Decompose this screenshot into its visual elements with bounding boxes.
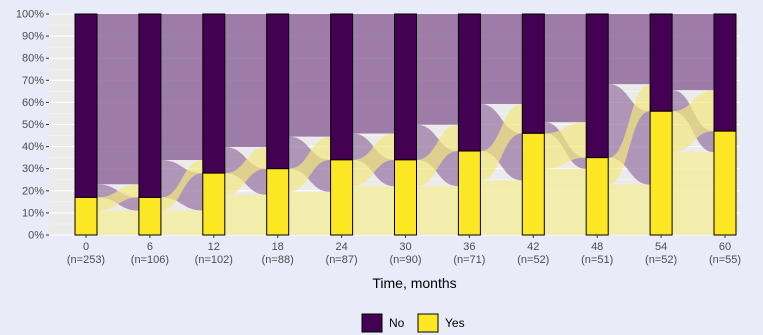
x-tick-label: 0 xyxy=(83,241,89,253)
bar-segment-yes xyxy=(266,168,290,236)
x-tick-label: 18 xyxy=(272,241,284,253)
y-axis-ticks: 0% 10% 20% 30% 40% 50% 60% 70% 80% 90% 100% xyxy=(16,9,49,242)
bar-segment-no xyxy=(585,13,609,159)
bar-segment-yes xyxy=(394,159,417,236)
flow-yes-to-no xyxy=(480,103,523,181)
flow-yes-to-no xyxy=(608,84,651,185)
y-tick-label: 0% xyxy=(28,230,44,242)
flow-yes-to-no xyxy=(544,122,587,169)
bar-layer xyxy=(74,13,737,236)
flow-yes-to-no xyxy=(97,184,139,211)
bar-segment-yes xyxy=(330,159,354,236)
x-tick-count-label: (n=88) xyxy=(262,254,294,266)
flow-no-to-no xyxy=(672,14,714,91)
flow-no-to-no xyxy=(160,14,203,160)
x-tick-count-label: (n=102) xyxy=(195,254,233,266)
y-tick-label: 50% xyxy=(22,119,44,131)
bar-segment-yes xyxy=(585,157,609,236)
x-tick-count-label: (n=87) xyxy=(326,254,358,266)
x-tick-label: 12 xyxy=(208,241,220,253)
flow-yes-to-yes xyxy=(480,180,523,235)
bar-segment-yes xyxy=(713,130,737,236)
x-tick-label: 36 xyxy=(463,241,475,253)
x-axis-title: Time, months xyxy=(372,275,456,291)
bar-segment-no xyxy=(394,13,417,161)
x-tick-count-label: (n=106) xyxy=(131,254,169,266)
bar-segment-no xyxy=(202,13,226,174)
bar-segment-yes xyxy=(649,110,673,236)
flow-layer xyxy=(97,14,714,235)
bar-segment-no xyxy=(649,13,673,112)
flow-yes-to-yes xyxy=(608,184,651,235)
bar-segment-no xyxy=(330,13,354,161)
bar-segment-no xyxy=(457,13,481,152)
x-tick-count-label: (n=90) xyxy=(389,254,421,266)
y-tick-label: 80% xyxy=(22,53,44,65)
bar-segment-yes xyxy=(457,150,481,236)
bar-segment-no xyxy=(713,13,737,132)
x-axis-ticks: 0(n=253) 6(n=106) 12(n=102) 18(n=88) 24(n=87… xyxy=(67,235,741,266)
flow-no-to-no xyxy=(97,14,139,185)
bar-segment-no xyxy=(521,13,545,134)
flow-yes-to-yes xyxy=(416,186,459,235)
flow-yes-to-yes xyxy=(672,152,714,235)
y-tick-label: 100% xyxy=(16,9,44,21)
flow-yes-to-yes xyxy=(97,210,139,235)
y-tick-label: 10% xyxy=(22,207,44,219)
flow-yes-to-yes xyxy=(352,186,395,235)
y-tick-label: 60% xyxy=(22,97,44,109)
flow-yes-to-yes xyxy=(224,194,267,235)
flow-yes-to-no xyxy=(160,159,203,211)
flow-no-to-no xyxy=(288,14,331,137)
legend-key-no xyxy=(361,313,383,333)
legend: No Yes xyxy=(361,313,465,333)
x-tick-label: 6 xyxy=(147,241,153,253)
flow-yes-to-no xyxy=(224,147,267,195)
flow-no-to-no xyxy=(416,14,459,125)
flow-yes-to-yes xyxy=(544,168,587,235)
flow-no-to-no xyxy=(224,14,267,148)
bar-segment-yes xyxy=(74,196,98,236)
x-tick-label: 30 xyxy=(399,241,411,253)
y-tick-label: 70% xyxy=(22,75,44,87)
y-tick-label: 90% xyxy=(22,31,44,43)
x-tick-count-label: (n=71) xyxy=(453,254,485,266)
flow-no-to-no xyxy=(544,14,587,123)
bar-segment-yes xyxy=(202,172,226,236)
flow-yes-to-no xyxy=(288,136,331,192)
x-tick-label: 48 xyxy=(591,241,603,253)
flow-yes-to-no xyxy=(352,133,395,187)
y-tick-label: 20% xyxy=(22,185,44,197)
flow-yes-to-yes xyxy=(288,191,331,235)
legend-label-no: No xyxy=(389,316,405,330)
flow-no-to-no xyxy=(352,14,395,134)
x-tick-count-label: (n=253) xyxy=(67,254,105,266)
y-tick-label: 30% xyxy=(22,163,44,175)
x-tick-count-label: (n=52) xyxy=(645,254,677,266)
flow-yes-to-no xyxy=(672,90,714,153)
x-tick-label: 42 xyxy=(527,241,539,253)
x-tick-label: 24 xyxy=(335,241,347,253)
bar-segment-yes xyxy=(521,132,545,236)
x-tick-label: 54 xyxy=(655,241,667,253)
y-tick-label: 40% xyxy=(22,141,44,153)
x-tick-label: 60 xyxy=(719,241,731,253)
legend-label-yes: Yes xyxy=(445,316,465,330)
flow-no-to-no xyxy=(608,14,651,85)
bar-segment-yes xyxy=(138,196,162,236)
legend-key-yes xyxy=(417,313,439,333)
bar-segment-no xyxy=(74,13,98,198)
bar-segment-no xyxy=(138,13,162,198)
flow-yes-to-no xyxy=(416,124,459,187)
flow-no-to-no xyxy=(480,14,523,104)
x-tick-count-label: (n=51) xyxy=(581,254,613,266)
flow-yes-to-yes xyxy=(160,210,203,235)
x-tick-count-label: (n=55) xyxy=(709,254,741,266)
bar-segment-no xyxy=(266,13,290,170)
x-tick-count-label: (n=52) xyxy=(517,254,549,266)
